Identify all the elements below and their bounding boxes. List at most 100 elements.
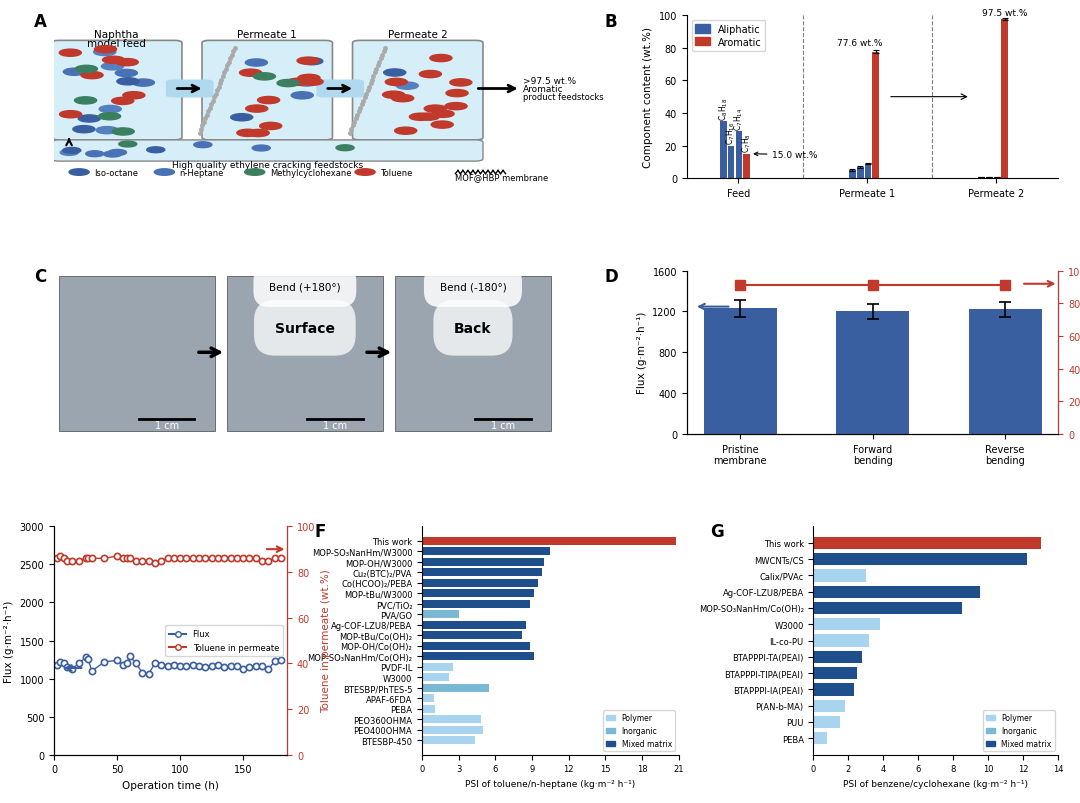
Circle shape xyxy=(301,79,323,86)
Circle shape xyxy=(64,69,85,76)
Bar xyxy=(735,132,742,179)
Y-axis label: Component content (wt.%): Component content (wt.%) xyxy=(643,27,653,168)
Circle shape xyxy=(287,79,309,86)
Circle shape xyxy=(237,130,259,137)
Circle shape xyxy=(133,79,154,87)
Bar xyxy=(422,695,434,703)
X-axis label: Operation time (h): Operation time (h) xyxy=(122,780,219,790)
Legend: Polymer, Inorganic, Mixed matrix: Polymer, Inorganic, Mixed matrix xyxy=(983,711,1054,751)
Bar xyxy=(813,732,827,744)
Bar xyxy=(422,674,449,682)
Text: D: D xyxy=(605,268,619,286)
Circle shape xyxy=(300,59,323,66)
Bar xyxy=(813,586,980,598)
Bar xyxy=(422,653,535,660)
Bar xyxy=(865,165,872,179)
Circle shape xyxy=(247,130,269,137)
Circle shape xyxy=(81,72,103,79)
Circle shape xyxy=(116,71,137,77)
Text: Aromatic: Aromatic xyxy=(523,85,564,94)
Text: G: G xyxy=(711,522,725,540)
Circle shape xyxy=(257,97,280,104)
Circle shape xyxy=(104,152,122,158)
Text: This work: This work xyxy=(617,536,670,546)
Circle shape xyxy=(96,128,118,135)
Text: 15.0 wt.%: 15.0 wt.% xyxy=(754,151,818,160)
Bar xyxy=(849,171,855,179)
Bar xyxy=(1001,20,1008,179)
Circle shape xyxy=(254,74,275,81)
Circle shape xyxy=(298,75,320,83)
Bar xyxy=(728,146,734,179)
Text: C$_7$H$_{16}$: C$_7$H$_{16}$ xyxy=(725,122,738,145)
Circle shape xyxy=(431,122,454,129)
Bar xyxy=(422,726,483,734)
Circle shape xyxy=(432,111,454,118)
Bar xyxy=(813,537,1041,549)
Circle shape xyxy=(259,123,282,130)
Text: Toluene: Toluene xyxy=(380,169,413,177)
Y-axis label: Flux (g·m⁻²·h⁻¹): Flux (g·m⁻²·h⁻¹) xyxy=(637,312,647,394)
Text: 77.6 wt.%: 77.6 wt.% xyxy=(837,39,883,47)
Text: Permeate 1: Permeate 1 xyxy=(238,30,297,39)
Circle shape xyxy=(231,115,253,122)
Circle shape xyxy=(240,70,261,77)
Circle shape xyxy=(382,92,405,100)
Circle shape xyxy=(296,79,318,87)
FancyBboxPatch shape xyxy=(227,276,382,431)
Circle shape xyxy=(99,106,121,113)
Bar xyxy=(422,579,538,587)
Bar xyxy=(422,642,529,650)
Circle shape xyxy=(85,152,104,157)
X-axis label: PSI of benzene/cyclohexane (kg·m⁻² h⁻¹): PSI of benzene/cyclohexane (kg·m⁻² h⁻¹) xyxy=(843,779,1028,788)
Bar xyxy=(422,663,453,671)
Circle shape xyxy=(246,106,268,113)
Legend: Aliphatic, Aromatic: Aliphatic, Aromatic xyxy=(691,21,766,51)
Text: C: C xyxy=(33,268,46,286)
Circle shape xyxy=(63,149,81,154)
Text: Bend (-180°): Bend (-180°) xyxy=(440,282,507,292)
Bar xyxy=(422,548,551,556)
Bar xyxy=(720,122,727,179)
Bar xyxy=(813,553,1027,565)
Circle shape xyxy=(60,150,78,156)
Circle shape xyxy=(59,112,82,119)
FancyBboxPatch shape xyxy=(166,80,214,98)
Legend: Polymer, Inorganic, Mixed matrix: Polymer, Inorganic, Mixed matrix xyxy=(604,711,675,751)
Circle shape xyxy=(59,50,81,57)
Text: n-Heptane: n-Heptane xyxy=(179,169,224,177)
Circle shape xyxy=(386,79,407,87)
Bar xyxy=(873,52,879,179)
Circle shape xyxy=(103,57,124,64)
FancyBboxPatch shape xyxy=(52,41,181,141)
Text: model feed: model feed xyxy=(87,39,146,49)
Bar xyxy=(813,634,869,647)
Bar xyxy=(969,310,1041,434)
Bar xyxy=(422,684,489,692)
Bar xyxy=(422,621,526,629)
Legend: Flux, Toluene in permeate: Flux, Toluene in permeate xyxy=(165,626,283,656)
Bar xyxy=(813,683,853,695)
Circle shape xyxy=(94,49,116,56)
Bar xyxy=(422,600,529,608)
Bar xyxy=(813,602,962,614)
Bar xyxy=(978,177,985,179)
Circle shape xyxy=(394,128,417,135)
Y-axis label: Flux (g·m⁻²·h⁻¹): Flux (g·m⁻²·h⁻¹) xyxy=(4,600,14,682)
Text: 97.5 wt.%: 97.5 wt.% xyxy=(982,9,1027,18)
Text: B: B xyxy=(605,13,618,31)
Circle shape xyxy=(419,71,442,79)
Text: Permeate 2: Permeate 2 xyxy=(388,30,447,39)
Bar xyxy=(422,558,544,566)
Bar xyxy=(422,537,676,545)
Circle shape xyxy=(396,83,418,90)
Bar xyxy=(813,667,858,679)
Circle shape xyxy=(336,145,354,152)
Circle shape xyxy=(112,128,134,136)
Text: product feedstocks: product feedstocks xyxy=(523,93,604,102)
Circle shape xyxy=(383,70,406,77)
Circle shape xyxy=(253,146,270,152)
Circle shape xyxy=(449,79,472,87)
Circle shape xyxy=(76,66,97,73)
Text: F: F xyxy=(314,522,326,540)
